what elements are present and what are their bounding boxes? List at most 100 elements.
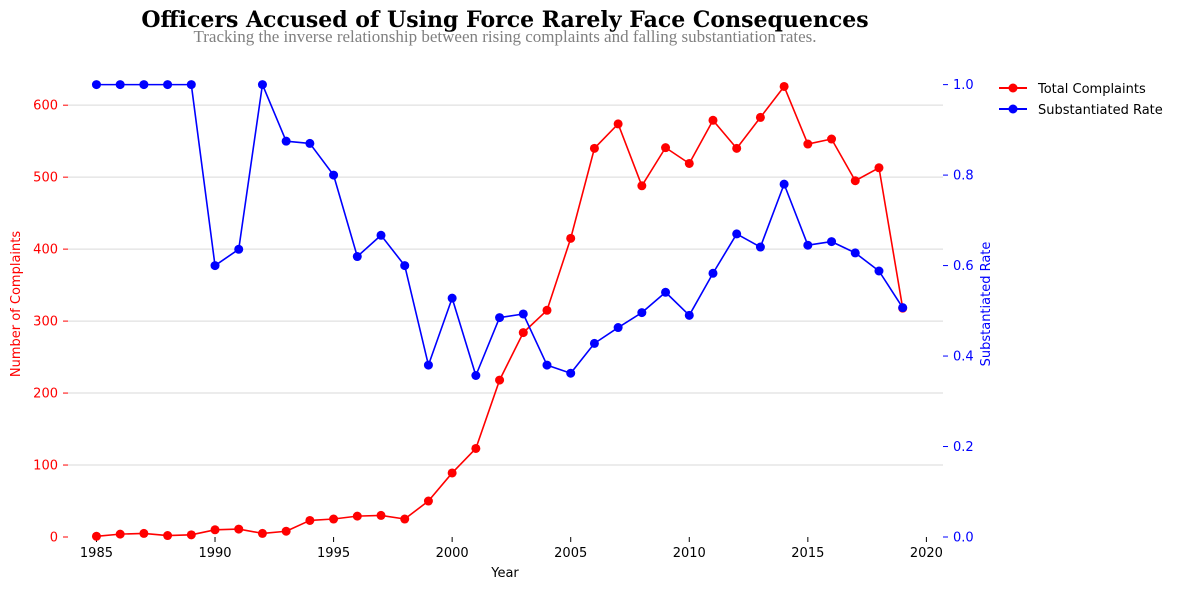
data-point-substantiated-rate <box>637 308 647 318</box>
x-tick-label: 2005 <box>554 546 587 561</box>
data-point-total-complaints <box>210 525 220 535</box>
data-point-substantiated-rate <box>661 287 671 297</box>
data-point-substantiated-rate <box>542 360 552 370</box>
data-point-total-complaints <box>281 526 291 536</box>
data-point-substantiated-rate <box>874 266 884 276</box>
data-point-total-complaints <box>566 233 576 243</box>
data-point-substantiated-rate <box>898 303 908 313</box>
x-tick-label: 1995 <box>317 546 350 561</box>
data-point-substantiated-rate <box>613 323 623 333</box>
x-tick-label: 2000 <box>436 546 469 561</box>
data-point-substantiated-rate <box>566 368 576 378</box>
left-y-tick-label: 500 <box>33 171 58 186</box>
x-tick-label: 1985 <box>80 546 113 561</box>
data-point-total-complaints <box>874 163 884 173</box>
data-point-total-complaints <box>91 531 101 541</box>
x-axis-label: Year <box>490 566 519 581</box>
data-point-substantiated-rate <box>732 229 742 239</box>
data-point-substantiated-rate <box>234 244 244 254</box>
left-y-tick-label: 300 <box>33 315 58 330</box>
data-point-total-complaints <box>376 510 386 520</box>
left-y-tick-label: 400 <box>33 243 58 258</box>
legend-marker-substantiated-rate <box>1008 104 1018 114</box>
data-point-substantiated-rate <box>447 293 457 303</box>
right-y-tick-label: 0.8 <box>953 169 974 184</box>
legend-label-substantiated-rate: Substantiated Rate <box>1038 103 1163 118</box>
grid-lines <box>68 104 943 466</box>
left-y-tick-label: 200 <box>33 387 58 402</box>
data-point-substantiated-rate <box>91 80 101 90</box>
chart-subtitle: Tracking the inverse relationship betwee… <box>193 27 816 46</box>
data-point-total-complaints <box>803 139 813 149</box>
data-point-total-complaints <box>637 181 647 191</box>
left-y-tick-label: 600 <box>33 99 58 114</box>
data-point-total-complaints <box>755 112 765 122</box>
data-point-substantiated-rate <box>400 261 410 271</box>
left-y-axis-ticks: 0 100 200 300 400 500 600 <box>33 99 68 546</box>
data-point-substantiated-rate <box>352 252 362 262</box>
x-tick-label: 2020 <box>910 546 943 561</box>
data-point-substantiated-rate <box>850 248 860 258</box>
data-point-substantiated-rate <box>495 313 505 323</box>
data-point-substantiated-rate <box>755 242 765 252</box>
data-point-total-complaints <box>163 531 173 541</box>
right-y-tick-label: 0.2 <box>953 440 974 455</box>
data-point-total-complaints <box>186 530 196 540</box>
data-point-total-complaints <box>115 529 125 539</box>
data-point-total-complaints <box>661 143 671 153</box>
data-point-total-complaints <box>423 496 433 506</box>
series-line-substantiated-rate <box>96 83 904 377</box>
data-point-substantiated-rate <box>281 136 291 146</box>
data-point-total-complaints <box>139 528 149 538</box>
data-point-total-complaints <box>542 305 552 315</box>
data-point-substantiated-rate <box>779 179 789 189</box>
right-y-tick-label: 0.4 <box>953 350 974 365</box>
data-point-total-complaints <box>732 143 742 153</box>
data-point-substantiated-rate <box>423 360 433 370</box>
data-point-substantiated-rate <box>210 261 220 271</box>
series-layer <box>91 80 908 541</box>
right-y-tick-label: 0.0 <box>953 531 974 546</box>
left-y-tick-label: 100 <box>33 459 58 474</box>
data-point-substantiated-rate <box>827 237 837 247</box>
legend-marker-total-complaints <box>1008 83 1018 93</box>
data-point-total-complaints <box>613 119 623 129</box>
data-point-substantiated-rate <box>257 80 267 90</box>
data-point-total-complaints <box>234 524 244 534</box>
data-point-substantiated-rate <box>708 268 718 278</box>
data-point-substantiated-rate <box>139 80 149 90</box>
data-point-substantiated-rate <box>115 80 125 90</box>
data-point-total-complaints <box>684 158 694 168</box>
left-y-axis-label: Number of Complaints <box>9 231 24 377</box>
data-point-total-complaints <box>495 375 505 385</box>
data-point-substantiated-rate <box>305 138 315 148</box>
data-point-total-complaints <box>400 514 410 524</box>
data-point-total-complaints <box>518 328 528 338</box>
data-point-total-complaints <box>329 514 339 524</box>
data-point-total-complaints <box>305 515 315 525</box>
data-point-substantiated-rate <box>518 309 528 319</box>
right-y-axis-ticks: 0.0 0.2 0.4 0.6 0.8 1.0 <box>943 78 974 546</box>
legend: Total Complaints Substantiated Rate <box>999 82 1163 118</box>
data-point-total-complaints <box>589 143 599 153</box>
right-y-tick-label: 1.0 <box>953 78 974 93</box>
x-axis-ticks: 1985 1990 1995 2000 2005 2010 2015 2020 <box>80 537 943 561</box>
data-point-substantiated-rate <box>163 80 173 90</box>
data-point-substantiated-rate <box>471 371 481 380</box>
data-point-substantiated-rate <box>376 230 386 240</box>
data-point-total-complaints <box>779 81 789 91</box>
data-point-total-complaints <box>471 443 481 453</box>
x-tick-label: 1990 <box>198 546 231 561</box>
right-y-tick-label: 0.6 <box>953 259 974 274</box>
legend-entry-total-complaints: Total Complaints <box>999 82 1146 97</box>
data-point-total-complaints <box>827 134 837 144</box>
right-y-axis-label: Substantiated Rate <box>979 242 994 367</box>
left-y-tick-label: 0 <box>50 531 58 546</box>
data-point-total-complaints <box>850 176 860 186</box>
chart-title: Officers Accused of Using Force Rarely F… <box>141 7 868 33</box>
series-line-total-complaints <box>96 85 904 538</box>
data-point-total-complaints <box>257 528 267 538</box>
data-point-substantiated-rate <box>329 170 339 180</box>
x-tick-label: 2010 <box>673 546 706 561</box>
